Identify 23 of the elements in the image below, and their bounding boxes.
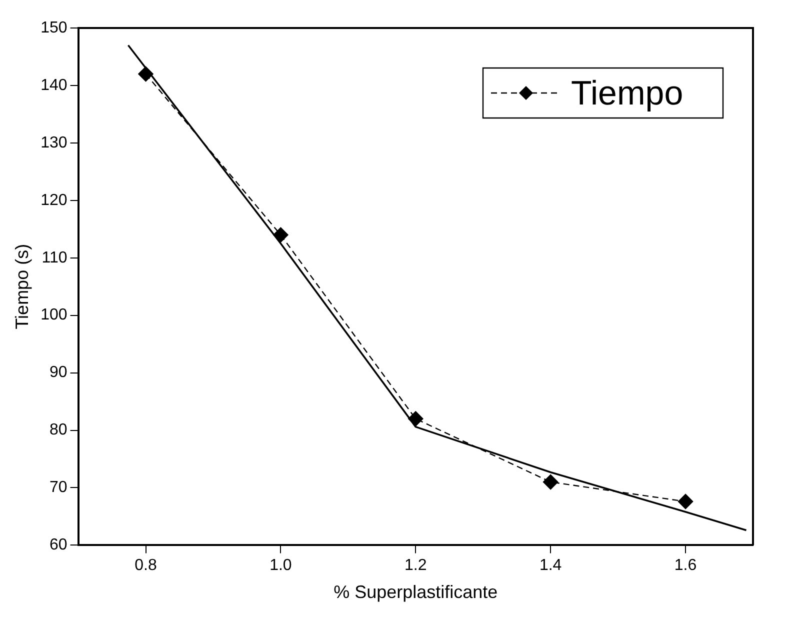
y-tick-label: 80 xyxy=(50,422,68,439)
y-tick-label: 70 xyxy=(50,479,68,496)
legend-label: Tiempo xyxy=(571,74,684,112)
x-tick-label: 1.2 xyxy=(404,557,427,574)
y-tick-label: 90 xyxy=(50,364,68,382)
point xyxy=(678,494,694,510)
x-tick-label: 1.6 xyxy=(674,557,697,574)
y-tick-label: 130 xyxy=(40,134,68,152)
y-tick-label: 120 xyxy=(40,192,68,209)
point xyxy=(273,227,288,242)
y-tick-label: 110 xyxy=(42,249,68,266)
x-axis-title: % Superplastificante xyxy=(334,582,498,602)
x-tick-label: 1.4 xyxy=(539,557,562,574)
y-tick-label: 100 xyxy=(40,306,68,324)
x-tick-label: 1.0 xyxy=(270,557,292,574)
x-tick-label: 0.8 xyxy=(134,557,157,574)
point xyxy=(408,411,424,426)
y-tick-label: 140 xyxy=(40,76,68,94)
point xyxy=(138,66,154,82)
y-tick-label: 150 xyxy=(40,19,68,36)
y-tick-label: 60 xyxy=(50,536,68,554)
y-axis-title: Tiempo (s) xyxy=(12,244,32,330)
point xyxy=(542,474,558,490)
